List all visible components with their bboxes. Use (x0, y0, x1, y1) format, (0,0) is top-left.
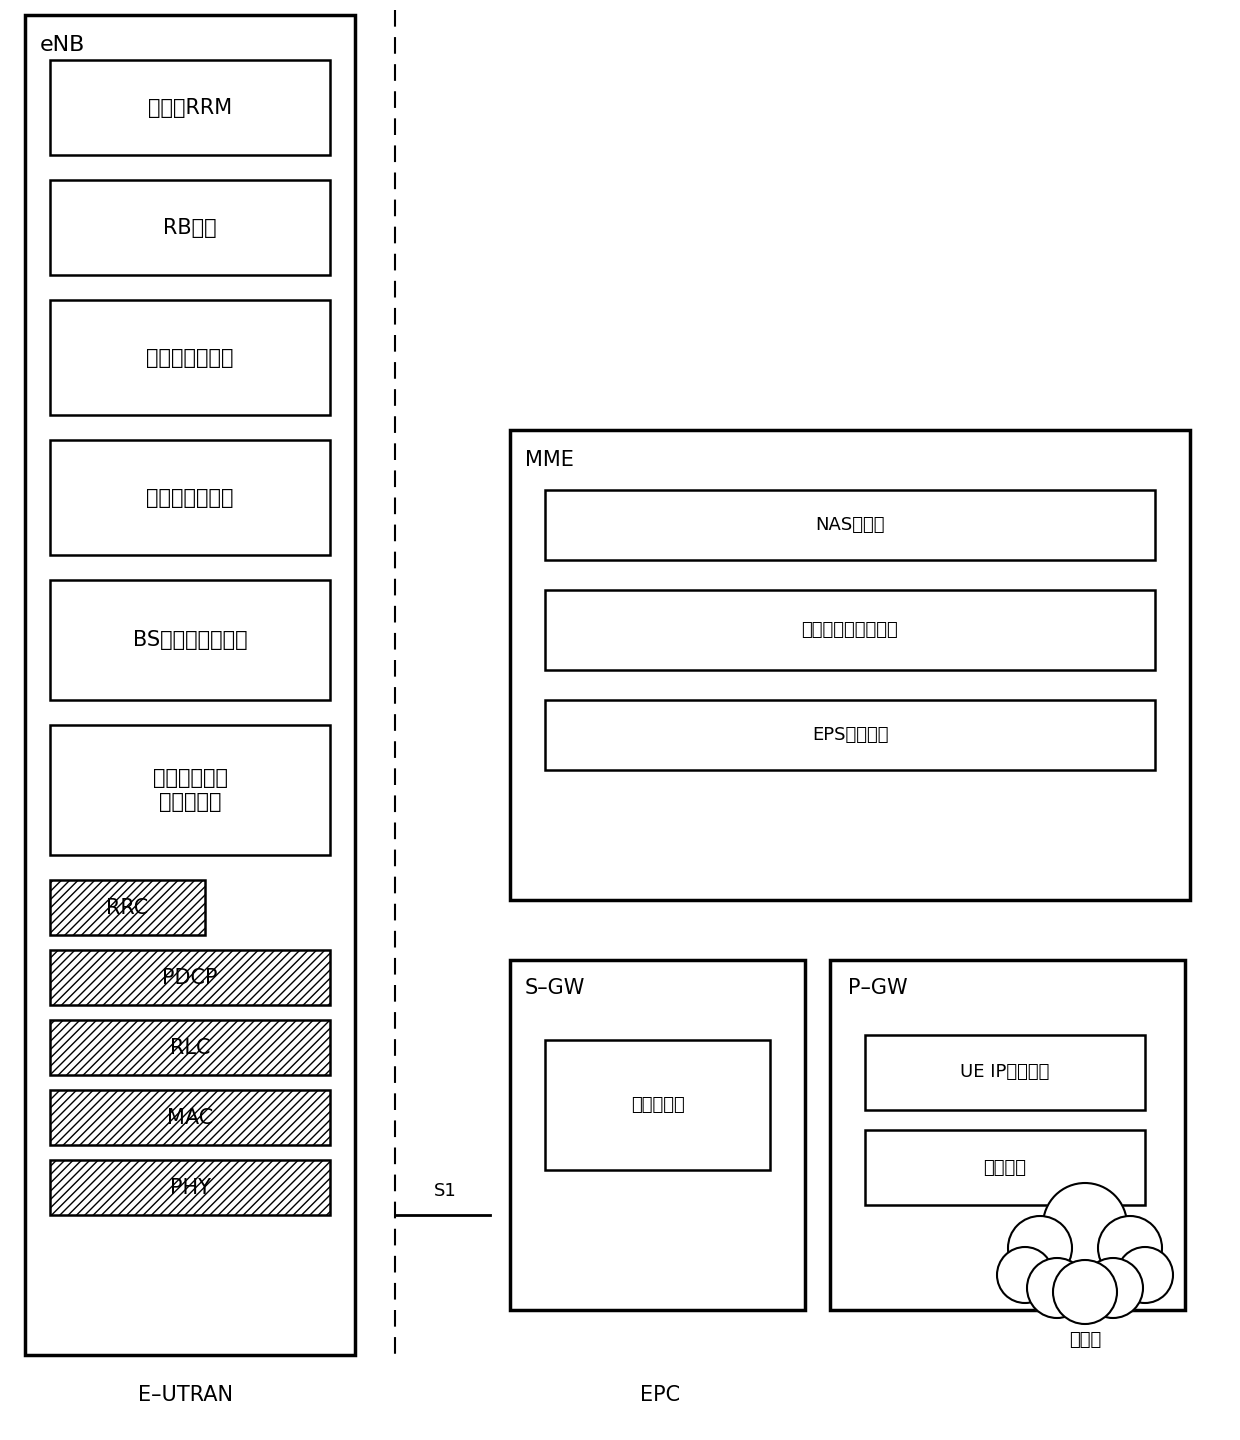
Circle shape (1043, 1184, 1127, 1267)
Bar (546, 490, 1154, 560)
Text: E–UTRAN: E–UTRAN (138, 1385, 233, 1405)
Circle shape (1053, 1260, 1117, 1323)
Circle shape (1117, 1247, 1173, 1303)
Circle shape (1043, 1184, 1127, 1267)
Text: 空闲状态移动性处理: 空闲状态移动性处理 (801, 621, 898, 639)
Bar (50, 580, 330, 700)
Bar (546, 590, 1154, 670)
Text: NAS安全性: NAS安全性 (815, 516, 885, 534)
Circle shape (997, 1247, 1053, 1303)
Text: P–GW: P–GW (848, 978, 908, 998)
Bar (866, 1035, 1145, 1110)
Text: 移动性锤定: 移动性锤定 (631, 1096, 684, 1115)
Text: EPC: EPC (640, 1385, 680, 1405)
Circle shape (1117, 1247, 1173, 1303)
Text: RB控制: RB控制 (164, 217, 217, 238)
Text: 无线电准入控制: 无线电准入控制 (146, 488, 234, 507)
Circle shape (1008, 1215, 1073, 1280)
Text: S1: S1 (434, 1182, 456, 1200)
Bar (510, 960, 805, 1310)
Bar (50, 180, 330, 275)
Text: 分组过滤: 分组过滤 (983, 1159, 1027, 1176)
Bar (50, 880, 205, 935)
Text: RRC: RRC (107, 897, 149, 917)
Bar (546, 1040, 770, 1169)
Circle shape (997, 1247, 1053, 1303)
Circle shape (1027, 1259, 1087, 1318)
Text: eNB: eNB (40, 35, 86, 55)
Circle shape (1083, 1259, 1143, 1318)
Bar (830, 960, 1185, 1310)
Circle shape (1097, 1215, 1162, 1280)
Text: 小区间RRM: 小区间RRM (148, 98, 232, 118)
Bar (50, 60, 330, 156)
Text: RLC: RLC (170, 1037, 211, 1057)
Bar (866, 1130, 1145, 1205)
Text: S–GW: S–GW (525, 978, 585, 998)
Bar (50, 441, 330, 554)
Bar (546, 700, 1154, 770)
Circle shape (1008, 1215, 1073, 1280)
Bar (50, 1161, 330, 1215)
Text: PHY: PHY (170, 1178, 211, 1198)
Bar (25, 14, 355, 1355)
Bar (50, 1090, 330, 1145)
Circle shape (1027, 1259, 1087, 1318)
Text: BS测量配置和供应: BS测量配置和供应 (133, 631, 247, 649)
Bar (510, 431, 1190, 900)
Circle shape (1053, 1260, 1117, 1323)
Text: 动态资源分配
（调度器）: 动态资源分配 （调度器） (153, 769, 227, 812)
Circle shape (1083, 1259, 1143, 1318)
Text: 连接移动性控制: 连接移动性控制 (146, 347, 234, 367)
Text: EPS承载控制: EPS承载控制 (812, 726, 888, 744)
Circle shape (1097, 1215, 1162, 1280)
Bar (50, 950, 330, 1005)
Bar (50, 1020, 330, 1076)
Text: MAC: MAC (167, 1107, 213, 1128)
Text: 互联网: 互联网 (1069, 1331, 1101, 1349)
Text: UE IP地址分配: UE IP地址分配 (960, 1064, 1050, 1081)
Bar (50, 300, 330, 415)
Bar (50, 724, 330, 855)
Text: PDCP: PDCP (162, 968, 218, 988)
Text: MME: MME (525, 449, 574, 469)
